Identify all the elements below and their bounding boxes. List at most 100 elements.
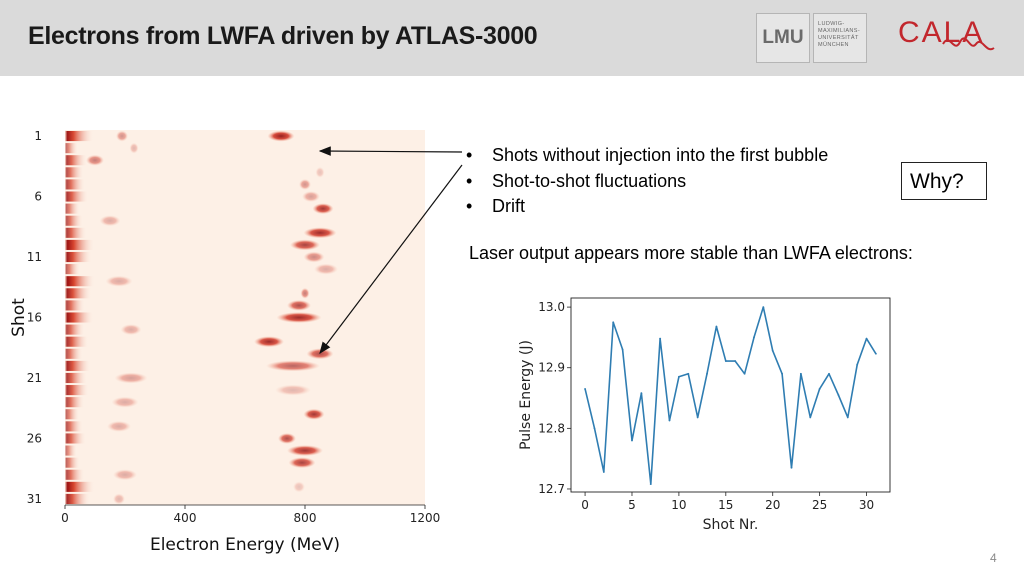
heatmap-y-label: Shot <box>9 298 29 337</box>
pulse-energy-point <box>753 336 755 339</box>
heatmap-peak <box>266 360 320 372</box>
line-x-tick-label: 25 <box>812 498 827 512</box>
pulse-energy-point <box>668 419 671 422</box>
heatmap-lowband-row <box>65 179 86 190</box>
line-y-tick-label: 12.9 <box>538 361 565 375</box>
pulse-energy-point <box>724 360 727 362</box>
pulse-energy-point <box>856 363 859 366</box>
pulse-energy-point <box>659 337 662 340</box>
pulse-energy-point <box>875 352 877 355</box>
bullet-item: Drift <box>466 194 828 220</box>
heatmap-lowband-row <box>65 445 78 456</box>
heatmap-y-tick-label: 16 <box>27 311 42 325</box>
line-chart-frame <box>570 297 891 493</box>
heatmap-y-tick-label: 6 <box>34 190 42 204</box>
heatmap-lowband-row <box>65 421 83 432</box>
pulse-energy-point <box>612 321 615 324</box>
heatmap-peak <box>254 336 284 348</box>
line-x-tick-label: 15 <box>718 498 733 512</box>
line-x-tick-label: 20 <box>765 498 780 512</box>
heatmap-lowband-row <box>65 143 79 154</box>
heatmap-peak <box>312 203 334 215</box>
heatmap-peak <box>293 481 305 493</box>
pulse-energy-point <box>631 439 633 442</box>
heatmap-peak <box>276 312 322 323</box>
heatmap-peak <box>105 275 133 287</box>
heatmap-peak <box>275 384 311 396</box>
pulse-energy-point <box>837 394 840 396</box>
heatmap-lowband-row <box>65 360 91 371</box>
heatmap-lowband-row <box>65 227 87 238</box>
heatmap-lowband-row <box>65 312 94 323</box>
bullet-item: Shots without injection into the first b… <box>466 143 828 169</box>
slide-header: Electrons from LWFA driven by ATLAS-3000… <box>0 0 1024 76</box>
pulse-energy-point <box>828 372 830 375</box>
lmu-logo-wordmark: LUDWIG- MAXIMILIANS- UNIVERSITÄT MÜNCHEN <box>813 13 867 63</box>
pulse-energy-point <box>593 427 596 430</box>
heatmap-lowband-row <box>65 481 95 492</box>
lmu-wordmark-line: LUDWIG- <box>818 21 845 27</box>
heatmap-lowband-row <box>65 493 91 504</box>
pulse-energy-point <box>734 360 737 362</box>
pulse-energy-point <box>696 416 699 419</box>
bullet-item: Shot-to-shot fluctuations <box>466 169 828 195</box>
heatmap-lowband-row <box>65 203 80 214</box>
pulse-energy-point <box>715 325 718 328</box>
arrow-to-shot-19 <box>319 164 463 354</box>
pulse-energy-point <box>818 388 821 390</box>
slide-title: Electrons from LWFA driven by ATLAS-3000 <box>28 22 538 50</box>
heatmap-lowband-row <box>65 397 85 408</box>
pulse-energy-point <box>771 349 774 352</box>
observation-bullets: Shots without injection into the first b… <box>466 143 828 220</box>
heatmap-y-tick-label: 1 <box>34 129 42 143</box>
heatmap-peak <box>302 191 320 202</box>
heatmap-peak <box>303 227 337 239</box>
heatmap-lowband-row <box>65 324 85 335</box>
heatmap-peak <box>86 154 104 166</box>
heatmap-peak <box>287 445 323 457</box>
heatmap-lowband-row <box>65 457 80 468</box>
line-y-label: Pulse Energy (J) <box>518 340 534 450</box>
heatmap-body <box>65 130 425 505</box>
heatmap-peak <box>300 287 310 299</box>
heatmap-peak <box>303 408 325 420</box>
line-y-tick-label: 12.8 <box>538 421 565 435</box>
heatmap-peak <box>288 457 316 469</box>
heatmap-y-tick-label: 11 <box>27 250 42 264</box>
heatmap-peak <box>287 299 311 311</box>
heatmap-peak <box>113 493 125 505</box>
heatmap-peak <box>113 469 137 481</box>
page-number: 4 <box>990 551 997 565</box>
line-x-tick-label: 0 <box>581 498 589 512</box>
heatmap-lowband-row <box>65 288 92 299</box>
pulse-energy-point <box>649 483 652 486</box>
heatmap-lowband-row <box>65 433 86 444</box>
heatmap-lowband-row <box>65 276 95 287</box>
arrow-to-shot-1 <box>318 146 463 156</box>
heatmap-lowband-row <box>65 300 85 311</box>
line-y-tick-label: 12.7 <box>538 482 565 496</box>
cala-wave-icon <box>942 37 995 51</box>
heatmap-x-label: Electron Energy (MeV) <box>150 535 340 555</box>
heatmap-peak <box>314 263 338 275</box>
line-x-tick-label: 30 <box>859 498 874 512</box>
heatmap-lowband-row <box>65 239 95 250</box>
heatmap-lowband-row <box>65 251 92 263</box>
line-y-tick-label: 13.0 <box>538 300 565 314</box>
heatmap-lowband-row <box>65 469 85 480</box>
lmu-wordmark-line: MÜNCHEN <box>818 42 849 48</box>
pulse-energy-point <box>809 416 812 419</box>
pulse-energy-point <box>687 372 690 375</box>
pulse-energy-point <box>677 375 680 378</box>
pulse-energy-point <box>790 466 793 469</box>
heatmap-lowband-row <box>65 264 81 275</box>
pulse-energy-point <box>743 372 746 375</box>
pulse-energy-point <box>640 392 643 395</box>
heatmap-peak <box>278 433 296 444</box>
heatmap-x-tick-label: 400 <box>174 511 197 525</box>
heatmap-y-tick-label: 31 <box>27 492 42 506</box>
laser-statement: Laser output appears more stable than LW… <box>469 243 913 263</box>
